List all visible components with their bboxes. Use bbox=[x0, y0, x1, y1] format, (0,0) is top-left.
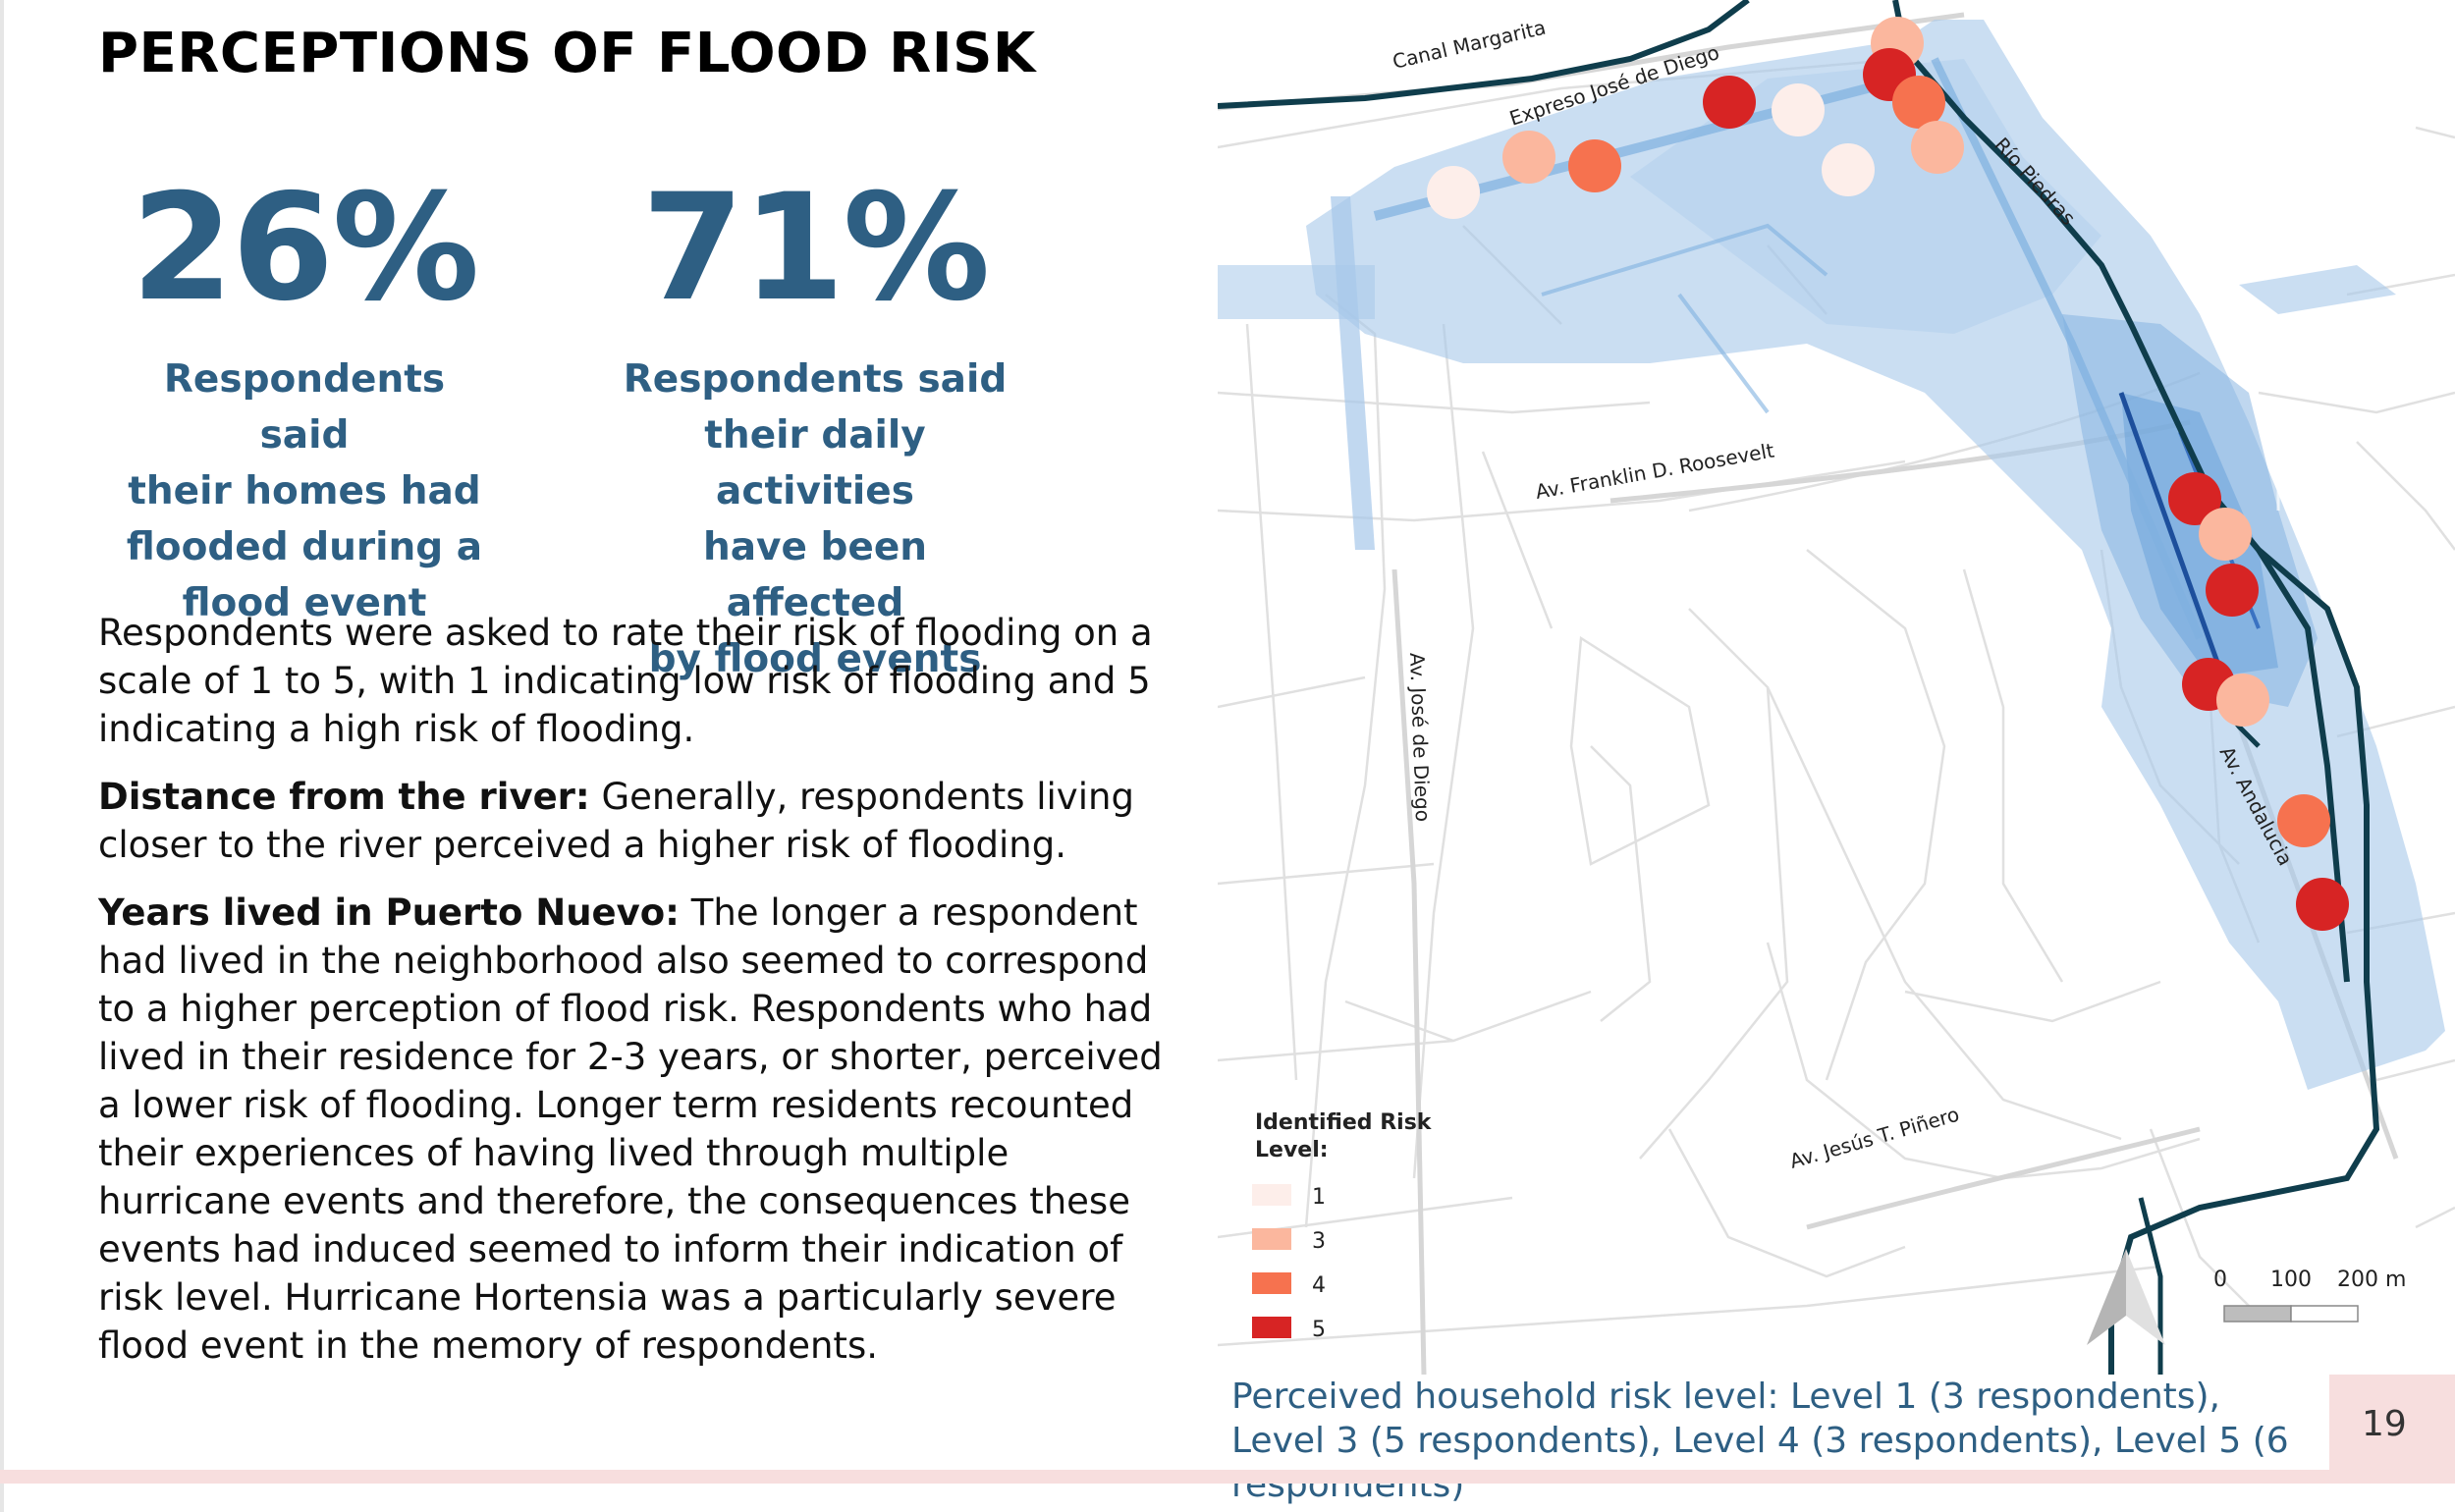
marker-level-3 bbox=[2216, 674, 2269, 727]
marker-level-1 bbox=[1772, 83, 1825, 136]
marker-level-4 bbox=[1892, 76, 1945, 129]
page-number: 19 bbox=[2362, 1404, 2407, 1444]
stat-value: 71% bbox=[641, 163, 990, 334]
scale-bar: 0 100 200 m bbox=[2213, 1268, 2406, 1323]
page-title: PERCEPTIONS OF FLOOD RISK bbox=[98, 22, 1036, 85]
tributary-line bbox=[2138, 1197, 2163, 1375]
stat-description: Respondents said their homes had flooded… bbox=[126, 357, 483, 625]
distance-paragraph: Distance from the river: Generally, resp… bbox=[98, 773, 1178, 869]
pinero-road bbox=[1806, 1126, 2201, 1230]
flood-risk-map: Canal Margarita Expreso José de Diego Rí… bbox=[1218, 0, 2455, 1375]
household-markers bbox=[1427, 17, 2349, 931]
distance-label: Distance from the river: bbox=[98, 776, 590, 818]
stat-homes-flooded: 26% Respondents said their homes had flo… bbox=[118, 175, 491, 631]
years-label: Years lived in Puerto Nuevo: bbox=[98, 891, 680, 934]
stat-activities-affected: 71% Respondents said their daily activit… bbox=[609, 175, 1021, 687]
legend-swatch-3 bbox=[1252, 1228, 1291, 1250]
legend-swatch-5 bbox=[1252, 1317, 1291, 1338]
north-arrow-icon bbox=[2087, 1249, 2165, 1345]
distance-text: Generally, respondents living closer to … bbox=[98, 776, 1134, 866]
scale-tick-200: 200 m bbox=[2337, 1268, 2406, 1292]
marker-level-5 bbox=[1703, 76, 1756, 129]
marker-level-5 bbox=[2296, 878, 2349, 931]
jose-de-diego-road bbox=[1391, 568, 1427, 1375]
legend-label-3: 3 bbox=[1312, 1229, 1326, 1254]
flood-extent bbox=[1218, 20, 2445, 1090]
years-text: The longer a respondent had lived in the… bbox=[98, 891, 1163, 1367]
legend-swatch-1 bbox=[1252, 1184, 1291, 1206]
rio-piedras-line bbox=[1892, 0, 2380, 1375]
marker-level-3 bbox=[2199, 508, 2252, 561]
scale-tick-100: 100 bbox=[2270, 1268, 2312, 1292]
stat-description: Respondents said their daily activities … bbox=[623, 357, 1008, 681]
scale-tick-0: 0 bbox=[2213, 1268, 2227, 1292]
marker-level-5 bbox=[2168, 472, 2221, 525]
map-legend: Identified Risk Level: 1 3 4 5 bbox=[1252, 1110, 1433, 1342]
marker-level-4 bbox=[1568, 139, 1621, 192]
page-number-box bbox=[2329, 1375, 2455, 1470]
legend-title: Identified Risk bbox=[1255, 1110, 1433, 1135]
marker-level-3 bbox=[1502, 131, 1555, 184]
canal-margarita-line bbox=[1218, 0, 1750, 109]
legend-title-line2: Level: bbox=[1255, 1138, 1329, 1162]
map-caption: Perceived household risk level: Level 1 … bbox=[1231, 1377, 2289, 1505]
legend-label-5: 5 bbox=[1312, 1318, 1326, 1342]
legend-swatch-4 bbox=[1252, 1272, 1291, 1294]
marker-level-1 bbox=[1822, 143, 1875, 196]
marker-level-5 bbox=[2206, 564, 2259, 617]
page-left-border bbox=[0, 0, 4, 1512]
body-text: Respondents were asked to rate their ris… bbox=[98, 609, 1178, 1389]
years-paragraph: Years lived in Puerto Nuevo: The longer … bbox=[98, 889, 1178, 1370]
legend-label-4: 4 bbox=[1312, 1273, 1326, 1298]
channel-line bbox=[2256, 548, 2350, 983]
marker-level-3 bbox=[1911, 121, 1964, 174]
stat-value: 26% bbox=[131, 163, 479, 334]
intro-paragraph: Respondents were asked to rate their ris… bbox=[98, 612, 1153, 750]
legend-label-1: 1 bbox=[1312, 1185, 1326, 1210]
bottom-band bbox=[0, 1470, 2455, 1484]
marker-level-4 bbox=[2277, 794, 2330, 847]
marker-level-1 bbox=[1427, 166, 1480, 219]
